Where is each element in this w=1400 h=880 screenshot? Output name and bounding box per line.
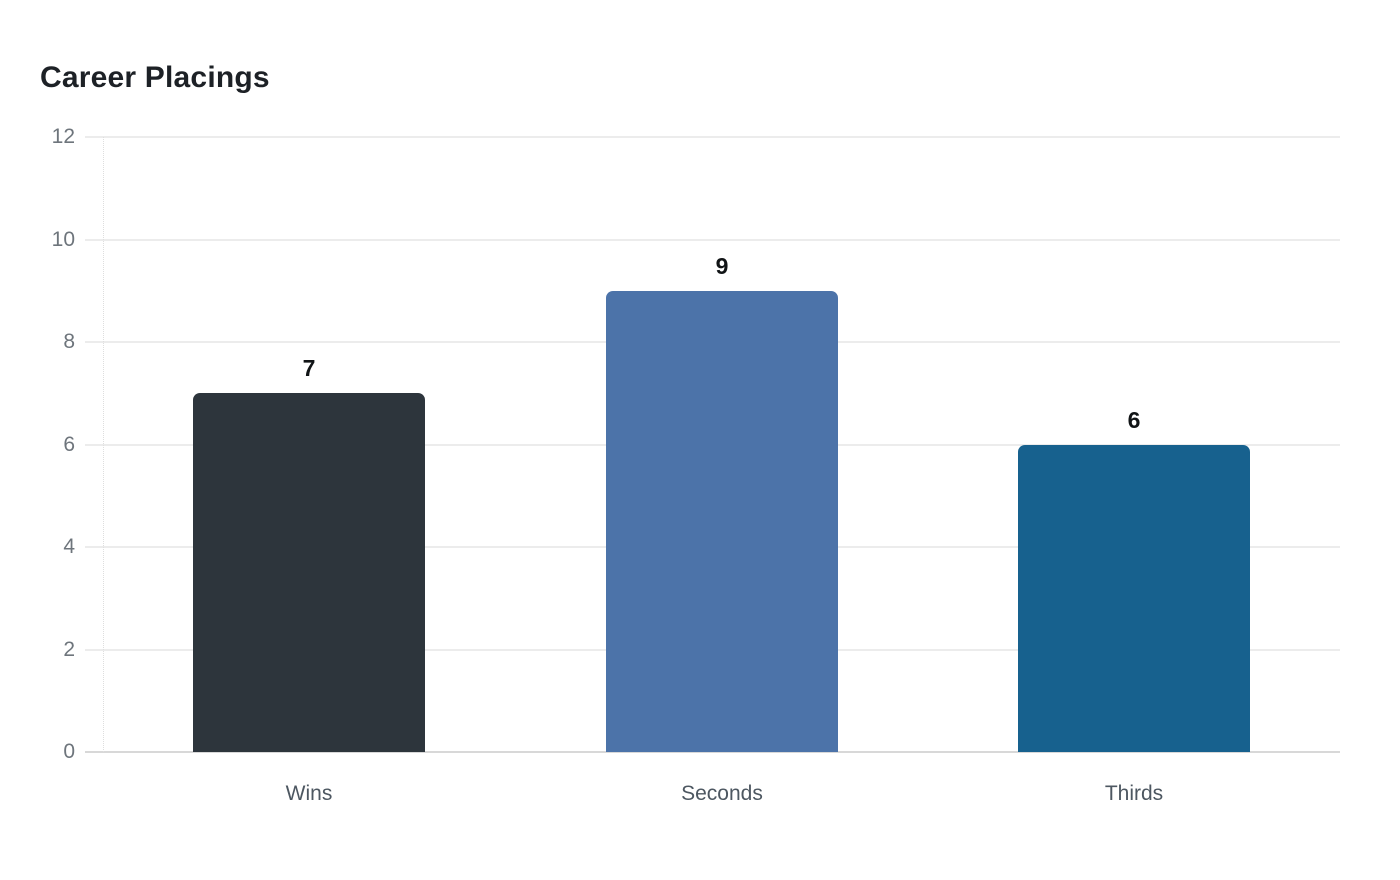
y-tick-label: 6 xyxy=(63,433,75,456)
gridline xyxy=(85,239,1340,241)
y-tick-label: 10 xyxy=(51,228,75,251)
bar-value-label: 9 xyxy=(715,253,729,279)
bar-wins xyxy=(193,393,425,752)
gridline xyxy=(85,136,1340,138)
bar-thirds xyxy=(1018,445,1250,752)
y-tick-label: 8 xyxy=(63,330,75,353)
x-axis-baseline xyxy=(85,751,1340,753)
y-tick-label: 2 xyxy=(63,638,75,661)
bar-value-label: 6 xyxy=(1127,407,1141,433)
x-category-label: Thirds xyxy=(1104,782,1164,805)
x-category-label: Wins xyxy=(285,782,333,805)
bar-value-label: 7 xyxy=(302,355,316,381)
y-tick-label: 0 xyxy=(63,740,75,763)
y-tick-label: 4 xyxy=(63,535,75,558)
x-category-label: Seconds xyxy=(681,782,763,805)
chart-title: Career Placings xyxy=(40,61,270,94)
bar-seconds xyxy=(606,291,838,752)
y-axis-line xyxy=(103,137,104,752)
y-tick-label: 12 xyxy=(51,125,75,148)
